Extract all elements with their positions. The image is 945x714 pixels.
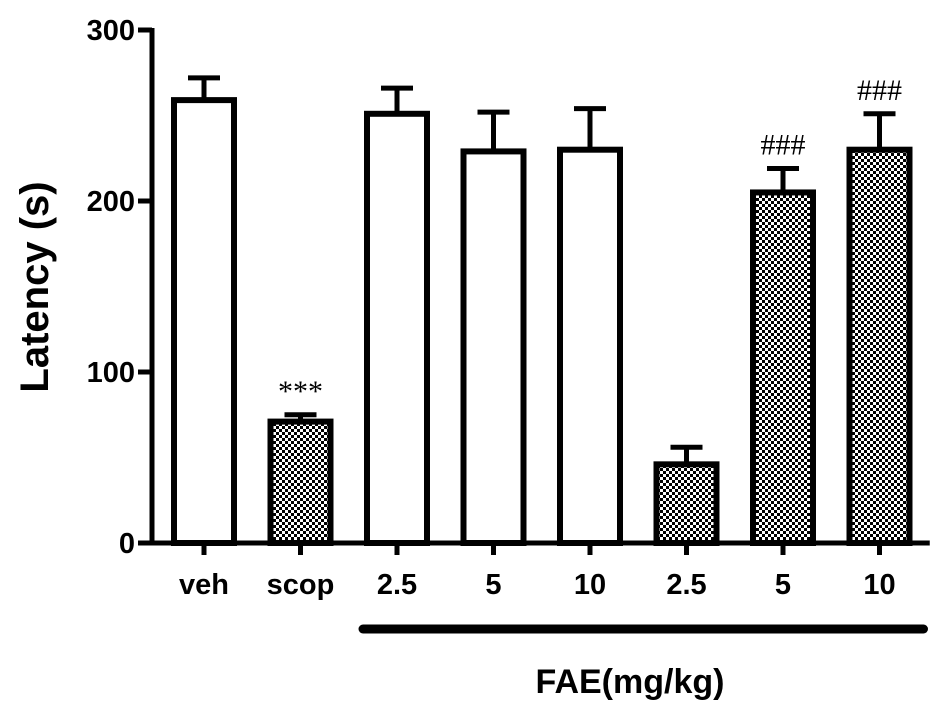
y-axis-label: Latency (s) xyxy=(13,181,57,392)
x-tick-label-3: 5 xyxy=(485,569,501,601)
bar-3 xyxy=(460,148,527,546)
x-tick-label-7: 10 xyxy=(863,569,895,601)
significance-label-1: *** xyxy=(278,375,323,408)
x-tick-label-6: 5 xyxy=(775,569,791,601)
bar-7 xyxy=(846,146,913,546)
significance-label-6: ### xyxy=(761,129,806,162)
x-tick-label-1: scop xyxy=(267,569,335,601)
significance-label-7: ### xyxy=(857,74,902,107)
x-axis-label: FAE(mg/kg) xyxy=(536,663,725,701)
y-tick-label-3: 300 xyxy=(87,15,135,47)
y-tick-label-1: 100 xyxy=(87,357,135,389)
bar-2 xyxy=(364,110,430,546)
bars: *** ### ### xyxy=(171,74,913,555)
y-tick-label-2: 200 xyxy=(87,186,135,218)
bar-6 xyxy=(750,189,816,546)
x-tick-label-5: 2.5 xyxy=(666,569,706,601)
x-tick-label-2: 2.5 xyxy=(377,569,417,601)
bar-1 xyxy=(267,418,334,546)
x-tick-labels: veh scop 2.5 5 10 2.5 5 10 xyxy=(179,569,896,601)
bar-4 xyxy=(557,146,623,546)
y-tick-label-0: 0 xyxy=(119,528,135,560)
bar-5 xyxy=(653,461,720,546)
bar-0 xyxy=(171,97,237,547)
x-tick-label-0: veh xyxy=(179,569,229,601)
x-tick-label-4: 10 xyxy=(574,569,606,601)
